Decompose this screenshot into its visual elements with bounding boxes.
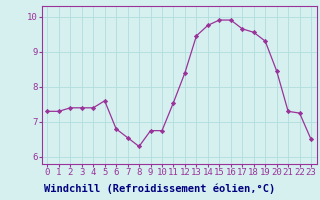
Text: Windchill (Refroidissement éolien,°C): Windchill (Refroidissement éolien,°C): [44, 183, 276, 194]
